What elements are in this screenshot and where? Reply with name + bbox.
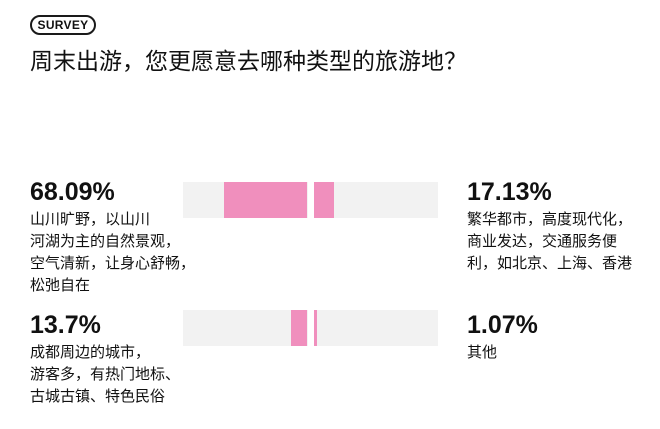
option-description: 繁华都市，高度现代化， 商业发达，交通服务便 利，如北京、上海、香港 bbox=[467, 210, 633, 272]
comparison-bar bbox=[183, 182, 438, 218]
right-option-fill bbox=[313, 310, 317, 346]
bar-divider bbox=[307, 310, 314, 346]
right-option-fill bbox=[313, 182, 335, 218]
bar-divider bbox=[307, 182, 314, 218]
option-percent: 17.13% bbox=[467, 178, 552, 206]
option-percent: 13.7% bbox=[30, 311, 101, 339]
option-description: 山川旷野，以山川 河湖为主的自然景观， 空气清新，让身心舒畅， 松弛自在 bbox=[30, 210, 196, 294]
option-description: 其他 bbox=[467, 343, 498, 361]
left-option-fill bbox=[290, 310, 308, 346]
option-percent: 68.09% bbox=[30, 178, 115, 206]
survey-badge: SURVEY bbox=[30, 15, 96, 35]
left-option-fill bbox=[224, 182, 308, 218]
option-description: 成都周边的城市， 游客多，有热门地标、 古城古镇、特色民俗 bbox=[30, 343, 181, 405]
option-percent: 1.07% bbox=[467, 311, 538, 339]
comparison-bar bbox=[183, 310, 438, 346]
question-title: 周末出游，您更愿意去哪种类型的旅游地？ bbox=[30, 49, 467, 75]
